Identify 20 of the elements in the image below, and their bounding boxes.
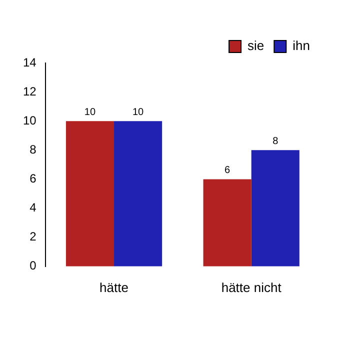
y-tick-label: 6 [30, 172, 37, 186]
data-label: 10 [84, 106, 96, 118]
x-tick-label: hätte [100, 280, 128, 295]
bar [251, 150, 300, 266]
x-tick-label: hätte nicht [221, 280, 282, 295]
data-label: 6 [224, 164, 231, 176]
y-tick-label: 10 [22, 113, 37, 128]
y-tick-label: 4 [30, 200, 37, 215]
legend-label: sie [248, 38, 264, 54]
bar [114, 121, 162, 266]
y-tick-label: 0 [30, 258, 37, 273]
y-tick-label: 8 [30, 142, 37, 156]
data-label: 8 [272, 136, 279, 147]
y-tick-label: 12 [22, 84, 37, 98]
bar [203, 179, 252, 266]
y-tick-label: 14 [22, 55, 37, 70]
y-tick-label: 2 [30, 230, 37, 244]
data-label: 10 [132, 106, 144, 118]
bar [66, 121, 114, 266]
legend-label: ihn [292, 38, 310, 54]
